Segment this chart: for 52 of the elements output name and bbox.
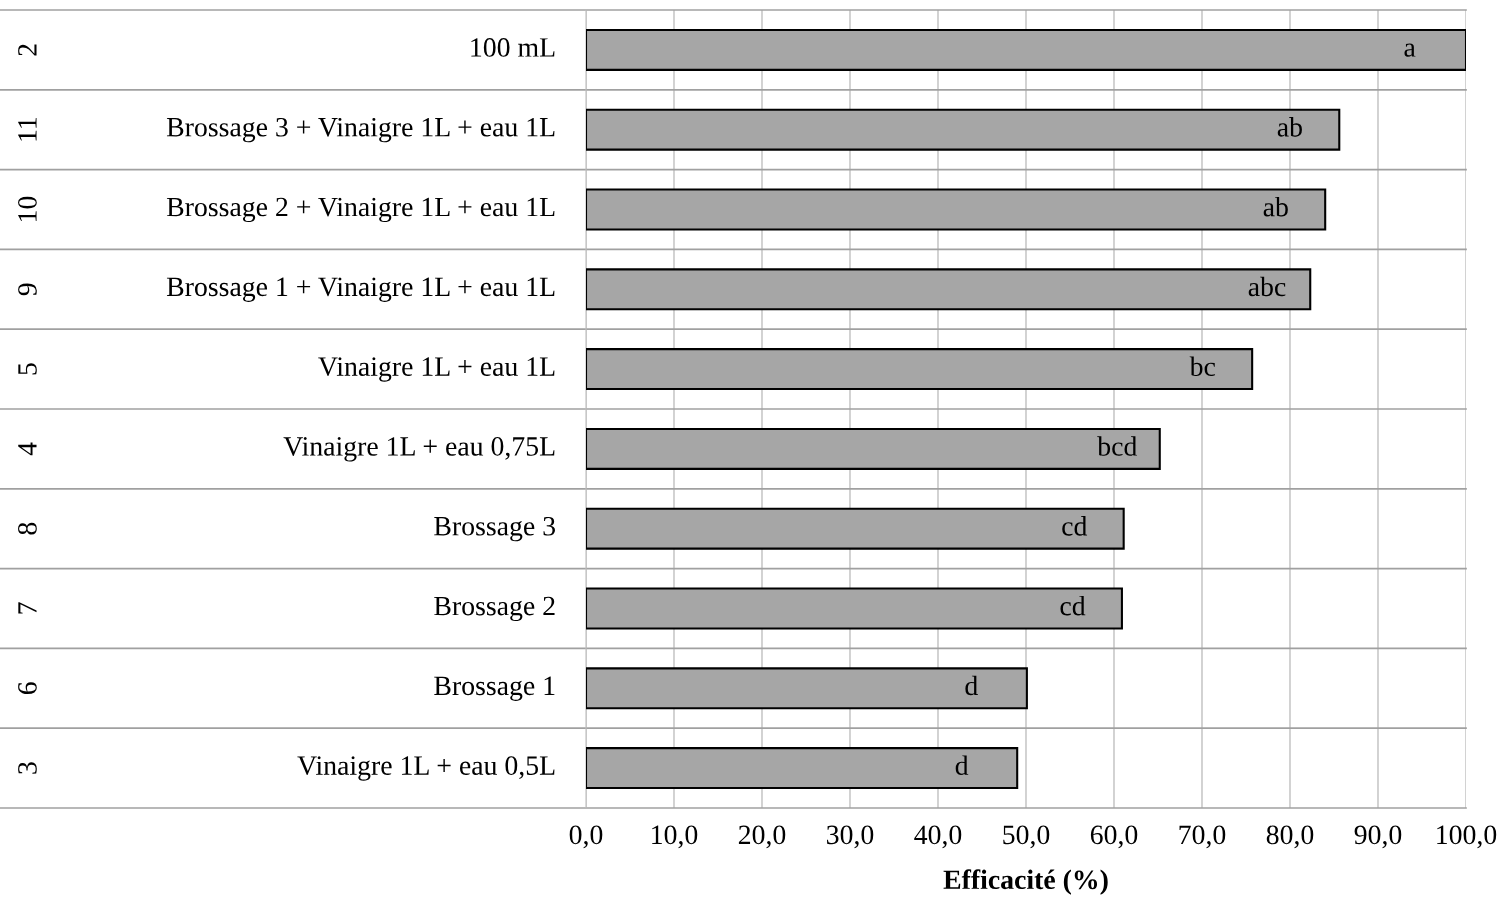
x-tick-label: 70,0 <box>1179 825 1226 849</box>
data-label: ab <box>1263 196 1288 217</box>
bar <box>586 427 1161 470</box>
text: 6 <box>18 682 37 695</box>
data-label: abc <box>1248 276 1286 297</box>
bar <box>586 587 1123 630</box>
data-label: d <box>965 675 978 696</box>
text: 4 <box>18 442 37 456</box>
x-tick-label: 0,0 <box>569 825 603 849</box>
y-tick-label: 100 mL <box>471 38 555 57</box>
y-tick-label: Brossage 2 + Vinaigre 1L + eau 1L <box>166 197 555 223</box>
x-axis-title: Efficacité (%) <box>943 869 1108 895</box>
bar <box>586 507 1125 550</box>
text: 10 <box>18 196 37 221</box>
text: 2 <box>18 44 37 56</box>
x-tick-label: 50,0 <box>1003 825 1050 849</box>
y-tick-label: Vinaigre 1L + eau 0,5L <box>297 756 555 781</box>
text: 5 <box>18 363 37 375</box>
bar <box>586 28 1466 71</box>
x-tick-label: 100,0 <box>1437 825 1497 849</box>
y-tick-label: Brossage 1 <box>434 676 555 701</box>
text: 11 <box>18 118 37 141</box>
data-label: bc <box>1189 356 1216 377</box>
bar <box>586 667 1028 710</box>
y-tick-label: Vinaigre 1L + eau 1L <box>318 357 555 382</box>
bar <box>586 188 1327 231</box>
text: 8 <box>18 522 37 535</box>
x-tick-label: 30,0 <box>827 825 874 849</box>
text: 3 <box>18 762 37 774</box>
data-label: d <box>955 755 969 776</box>
bar <box>586 747 1019 790</box>
y-tick-label: Brossage 1 + Vinaigre 1L + eau 1L <box>166 277 555 302</box>
data-label: cd <box>1060 595 1086 616</box>
x-tick-label: 10,0 <box>652 825 698 849</box>
data-label: ab <box>1277 117 1302 137</box>
y-tick-label: Brossage 3 + Vinaigre 1L + eau 1L <box>166 117 555 143</box>
y-tick-label: Brossage 3 <box>434 516 555 542</box>
x-tick-label: 80,0 <box>1266 825 1314 849</box>
data-label: bcd <box>1097 436 1138 456</box>
y-tick-label: Brossage 2 <box>434 596 555 622</box>
text: 9 <box>18 283 37 296</box>
bar <box>586 268 1312 311</box>
data-label: cd <box>1062 516 1088 536</box>
y-tick-label: Vinaigre 1L + eau 0,75L <box>283 437 555 462</box>
bar <box>586 108 1341 151</box>
text: 7 <box>18 602 37 614</box>
data-label: a <box>1404 43 1416 57</box>
x-tick-label: 20,0 <box>738 825 786 849</box>
x-tick-label: 40,0 <box>914 825 962 849</box>
x-tick-label: 60,0 <box>1090 825 1138 849</box>
x-tick-label: 90,0 <box>1354 825 1402 849</box>
bar <box>586 348 1254 391</box>
